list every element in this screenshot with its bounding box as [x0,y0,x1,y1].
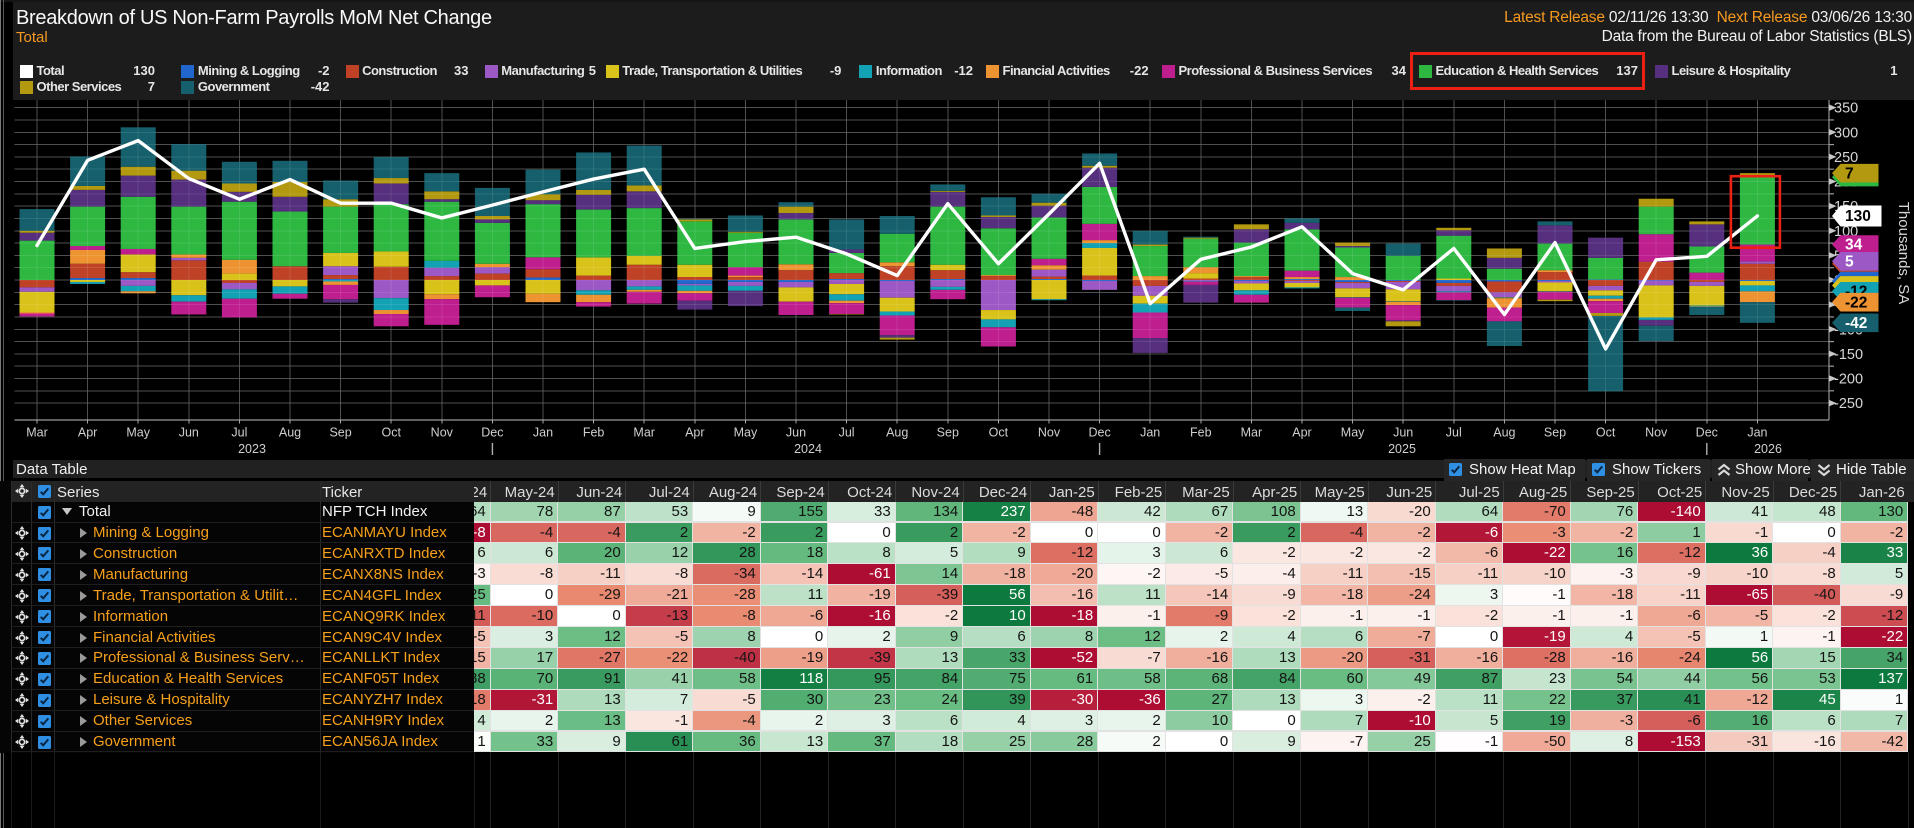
svg-text:2024: 2024 [794,442,822,456]
svg-text:May: May [126,426,150,440]
svg-text:Oct: Oct [1596,426,1616,440]
svg-text:-150: -150 [1834,347,1863,363]
svg-text:Apr: Apr [78,426,97,440]
svg-text:2025: 2025 [1388,442,1416,456]
svg-text:Jun: Jun [786,426,806,440]
svg-text:Jun: Jun [179,426,199,440]
svg-text:300: 300 [1834,125,1858,141]
svg-text:Mar: Mar [633,426,655,440]
svg-text:May: May [734,426,758,440]
svg-text:Mar: Mar [26,426,48,440]
svg-text:130: 130 [1845,208,1871,225]
svg-text:Aug: Aug [886,426,908,440]
svg-text:Sep: Sep [937,426,959,440]
svg-text:-22: -22 [1845,294,1867,311]
svg-text:-250: -250 [1834,396,1863,412]
svg-text:7: 7 [1845,165,1854,182]
svg-text:Jul: Jul [1446,426,1462,440]
svg-text:-42: -42 [1845,315,1867,332]
svg-text:Sep: Sep [1544,426,1566,440]
svg-text:Jul: Jul [231,426,247,440]
svg-text:Aug: Aug [1493,426,1515,440]
svg-text:Feb: Feb [1190,426,1212,440]
svg-text:Jan: Jan [1747,426,1767,440]
svg-text:5: 5 [1845,253,1854,270]
svg-text:Feb: Feb [583,426,605,440]
svg-text:Nov: Nov [431,426,454,440]
svg-text:Jan: Jan [1140,426,1160,440]
svg-text:34: 34 [1845,237,1863,254]
svg-text:Nov: Nov [1645,426,1668,440]
svg-text:Jun: Jun [1393,426,1413,440]
svg-text:Apr: Apr [685,426,704,440]
svg-text:Oct: Oct [989,426,1009,440]
svg-text:Dec: Dec [481,426,503,440]
svg-text:Mar: Mar [1241,426,1263,440]
svg-text:Thousands, SA: Thousands, SA [1895,202,1912,305]
svg-text:Jul: Jul [839,426,855,440]
svg-text:Aug: Aug [279,426,301,440]
svg-text:2026: 2026 [1754,442,1782,456]
svg-text:Dec: Dec [1696,426,1718,440]
svg-text:Sep: Sep [329,426,351,440]
svg-text:-200: -200 [1834,372,1863,388]
svg-text:Apr: Apr [1292,426,1311,440]
svg-text:2023: 2023 [238,442,266,456]
svg-text:Jan: Jan [533,426,553,440]
svg-text:May: May [1341,426,1365,440]
svg-text:350: 350 [1834,101,1858,117]
svg-text:Oct: Oct [381,426,401,440]
svg-text:Nov: Nov [1038,426,1061,440]
svg-text:250: 250 [1834,150,1858,166]
svg-text:Dec: Dec [1088,426,1110,440]
